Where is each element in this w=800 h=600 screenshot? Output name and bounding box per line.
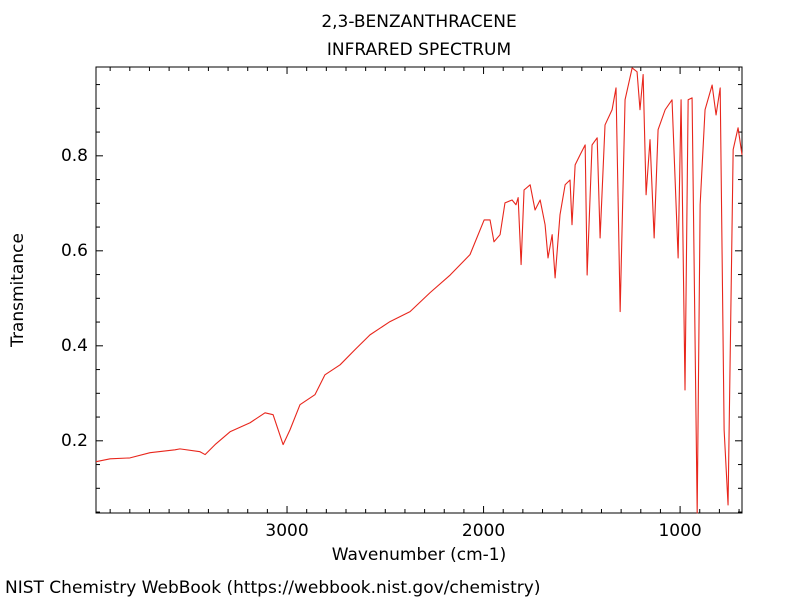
spectrum-line (95, 67, 743, 514)
plot-frame (95, 66, 743, 514)
y-tick-label: 0.2 (61, 431, 88, 451)
x-tick-label: 3000 (265, 521, 308, 541)
chart-subtitle: INFRARED SPECTRUM (327, 40, 511, 60)
y-tick-label: 0.4 (61, 336, 88, 356)
y-tick-label: 0.6 (61, 241, 88, 261)
y-axis-label: Transmitance (8, 233, 28, 348)
x-axis-label: Wavenumber (cm-1) (332, 545, 507, 565)
x-tick-label: 1000 (658, 521, 701, 541)
x-tick-label: 2000 (462, 521, 505, 541)
y-tick-label: 0.8 (61, 146, 88, 166)
footer: NIST Chemistry WebBook (https://webbook.… (5, 578, 540, 598)
chart-title: 2,3-BENZANTHRACENE (321, 12, 516, 32)
